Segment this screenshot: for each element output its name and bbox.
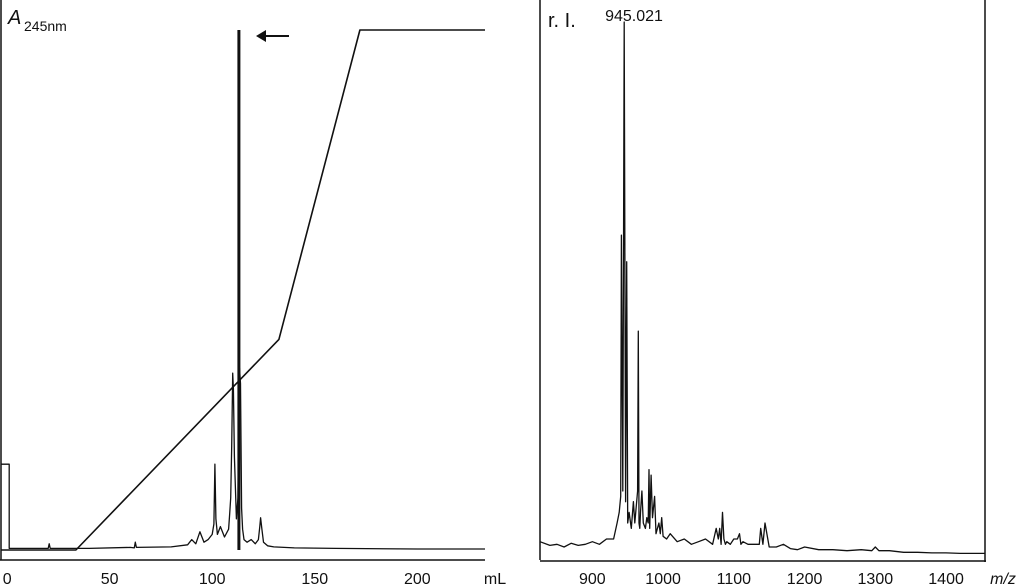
left-y-axis-label: A bbox=[7, 7, 21, 29]
arrow-head bbox=[256, 30, 266, 42]
left-x-tick-label-0: 0 bbox=[3, 571, 12, 587]
left-y-axis-label-subscript: 245nm bbox=[24, 18, 67, 34]
right-x-tick-label-1200: 1200 bbox=[787, 571, 823, 587]
right-x-tick-label-900: 900 bbox=[579, 571, 606, 587]
right-y-axis-label: r. I. bbox=[548, 10, 576, 32]
left-x-tick-label-150: 150 bbox=[301, 571, 328, 587]
right-x-tick-label-1100: 1100 bbox=[717, 571, 752, 587]
left-absorbance-line-0 bbox=[1, 367, 485, 550]
left-x-tick-label-100: 100 bbox=[199, 571, 226, 587]
left-x-tick-label-200: 200 bbox=[404, 571, 431, 587]
left-gradient-line-2 bbox=[1, 29, 485, 551]
right-x-tick-labels: 900 1000 1100 1200 1300 1400 bbox=[579, 571, 964, 587]
left-x-axis-label: mL bbox=[484, 571, 506, 587]
mass-spectrum-chart: r. I. m/z 945.021 900 1000 1100 1200 1300 140… bbox=[539, 0, 1016, 587]
left-x-tick-labels: 0 50 100 150 200 bbox=[3, 571, 431, 587]
right-x-tick-label-1300: 1300 bbox=[858, 571, 894, 587]
left-x-tick-label-50: 50 bbox=[101, 571, 119, 587]
right-series-group bbox=[539, 21, 985, 555]
arrow-annotation bbox=[256, 30, 289, 42]
peak-label-945: 945.021 bbox=[605, 8, 663, 25]
chromatogram-chart: A 245nm mL 0 50 100 150 200 bbox=[0, 0, 506, 587]
right-series-line-0 bbox=[539, 21, 985, 555]
left-series-group bbox=[1, 29, 485, 551]
right-x-axis-label: m/z bbox=[990, 571, 1016, 587]
right-x-tick-label-1000: 1000 bbox=[645, 571, 681, 587]
right-x-tick-label-1400: 1400 bbox=[928, 571, 964, 587]
